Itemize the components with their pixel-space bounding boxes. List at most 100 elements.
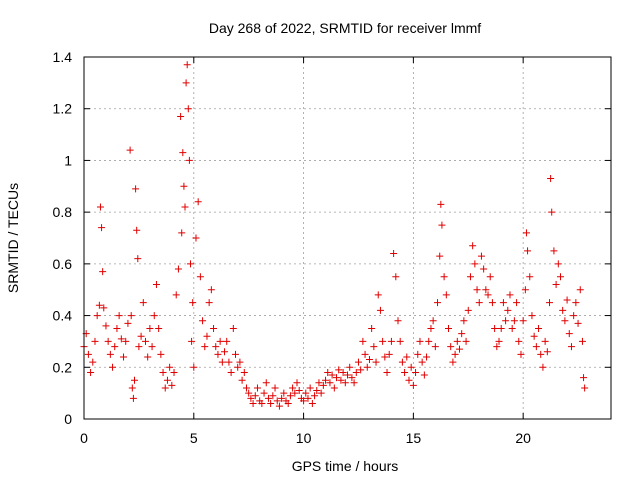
data-point <box>535 325 543 332</box>
data-point <box>223 337 231 345</box>
data-point <box>442 291 450 299</box>
data-point <box>333 374 341 382</box>
data-point <box>304 394 312 402</box>
data-point <box>537 350 545 358</box>
data-point <box>186 260 194 268</box>
data-point <box>346 363 354 371</box>
data-point <box>416 337 424 345</box>
data-point <box>499 299 507 307</box>
data-point <box>559 306 567 314</box>
data-point <box>242 384 250 392</box>
x-tick-labels: 0 5 10 15 20 <box>80 430 531 446</box>
data-point <box>517 350 525 358</box>
data-point <box>218 358 226 366</box>
data-point <box>163 376 171 384</box>
data-point <box>319 381 327 389</box>
data-point <box>550 247 558 255</box>
data-point <box>515 337 523 345</box>
data-point <box>178 229 186 237</box>
data-point <box>445 325 453 332</box>
data-point <box>543 348 551 356</box>
data-point <box>132 185 140 193</box>
data-point <box>412 368 420 376</box>
data-point <box>157 350 165 358</box>
data-point <box>161 384 169 392</box>
data-point <box>341 379 349 387</box>
data-point <box>155 325 163 332</box>
data-point <box>104 337 112 345</box>
data-point <box>437 200 445 208</box>
x-axis-label: GPS time / hours <box>292 458 399 474</box>
data-point <box>574 319 582 327</box>
data-point <box>146 325 154 332</box>
data-point <box>475 299 483 307</box>
data-point <box>572 299 580 307</box>
data-point <box>414 350 422 358</box>
data-point <box>403 353 411 361</box>
data-point <box>280 389 288 397</box>
data-point <box>127 312 135 320</box>
data-point <box>449 358 457 366</box>
data-point <box>106 350 114 358</box>
data-point <box>337 376 345 384</box>
data-point <box>264 394 272 402</box>
data-point <box>190 363 198 371</box>
data-point <box>493 343 501 351</box>
data-point <box>513 299 521 307</box>
data-point <box>289 384 297 392</box>
data-point <box>313 387 321 395</box>
data-point <box>201 343 209 351</box>
data-point <box>295 387 303 395</box>
y-tick-label: 0.8 <box>53 204 73 220</box>
x-tick-label: 10 <box>296 430 312 446</box>
data-point <box>556 273 564 281</box>
data-point <box>174 265 182 273</box>
data-point <box>508 325 516 332</box>
data-point <box>565 330 573 338</box>
data-point <box>210 325 218 332</box>
data-point <box>462 337 470 345</box>
data-point <box>522 229 530 237</box>
data-point <box>251 392 259 400</box>
data-point <box>229 325 237 332</box>
data-point <box>275 402 283 410</box>
data-point <box>150 312 158 320</box>
data-point <box>539 363 547 371</box>
data-point <box>182 79 190 87</box>
y-axis-label: SRMTID / TECUs <box>5 183 21 293</box>
data-point <box>473 286 481 294</box>
y-tick-label: 0 <box>64 411 72 427</box>
data-point <box>409 381 417 389</box>
data-point <box>234 363 242 371</box>
data-points <box>80 61 589 410</box>
data-point <box>372 358 380 366</box>
data-point <box>221 348 229 356</box>
axis-ticks <box>83 56 611 420</box>
data-point <box>497 325 505 332</box>
data-point <box>506 291 514 299</box>
data-point <box>530 332 538 340</box>
data-point <box>521 286 529 294</box>
data-point <box>87 368 95 376</box>
data-point <box>354 358 362 366</box>
data-point <box>460 317 468 325</box>
data-point <box>100 304 108 312</box>
data-point <box>361 350 369 358</box>
data-point <box>141 337 149 345</box>
data-point <box>458 330 466 338</box>
data-point <box>453 337 461 345</box>
data-point <box>84 350 92 358</box>
data-point <box>339 368 347 376</box>
data-point <box>567 343 575 351</box>
data-point <box>168 381 176 389</box>
data-point <box>189 299 197 307</box>
data-point <box>203 332 211 340</box>
data-point <box>480 265 488 273</box>
data-point <box>541 337 549 345</box>
data-point <box>440 273 448 281</box>
data-point <box>526 273 534 281</box>
data-point <box>502 317 510 325</box>
data-point <box>374 291 382 299</box>
data-point <box>491 325 499 332</box>
x-tick-label: 5 <box>190 430 198 446</box>
